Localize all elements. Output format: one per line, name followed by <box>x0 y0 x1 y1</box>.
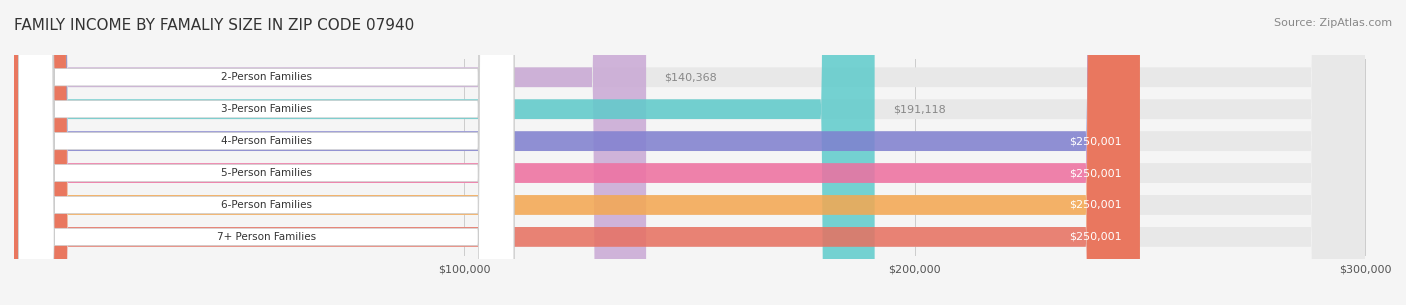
Text: 7+ Person Families: 7+ Person Families <box>217 232 316 242</box>
FancyBboxPatch shape <box>18 0 513 305</box>
FancyBboxPatch shape <box>14 0 1365 305</box>
Text: 3-Person Families: 3-Person Families <box>221 104 312 114</box>
FancyBboxPatch shape <box>14 0 1365 305</box>
Text: $250,001: $250,001 <box>1069 168 1122 178</box>
FancyBboxPatch shape <box>18 0 513 305</box>
FancyBboxPatch shape <box>14 0 1365 305</box>
Text: 2-Person Families: 2-Person Families <box>221 72 312 82</box>
FancyBboxPatch shape <box>14 0 1140 305</box>
Text: 6-Person Families: 6-Person Families <box>221 200 312 210</box>
Text: 4-Person Families: 4-Person Families <box>221 136 312 146</box>
FancyBboxPatch shape <box>14 0 1365 305</box>
FancyBboxPatch shape <box>14 0 647 305</box>
Text: $250,001: $250,001 <box>1069 232 1122 242</box>
FancyBboxPatch shape <box>14 0 875 305</box>
FancyBboxPatch shape <box>14 0 1365 305</box>
FancyBboxPatch shape <box>14 0 1140 305</box>
Text: 5-Person Families: 5-Person Families <box>221 168 312 178</box>
FancyBboxPatch shape <box>18 0 513 305</box>
FancyBboxPatch shape <box>18 0 513 305</box>
FancyBboxPatch shape <box>18 0 513 305</box>
Text: $191,118: $191,118 <box>893 104 945 114</box>
Text: FAMILY INCOME BY FAMALIY SIZE IN ZIP CODE 07940: FAMILY INCOME BY FAMALIY SIZE IN ZIP COD… <box>14 18 415 33</box>
Text: $250,001: $250,001 <box>1069 200 1122 210</box>
FancyBboxPatch shape <box>14 0 1140 305</box>
FancyBboxPatch shape <box>18 0 513 305</box>
Text: Source: ZipAtlas.com: Source: ZipAtlas.com <box>1274 18 1392 28</box>
Text: $140,368: $140,368 <box>664 72 717 82</box>
FancyBboxPatch shape <box>14 0 1365 305</box>
FancyBboxPatch shape <box>14 0 1140 305</box>
Text: $250,001: $250,001 <box>1069 136 1122 146</box>
